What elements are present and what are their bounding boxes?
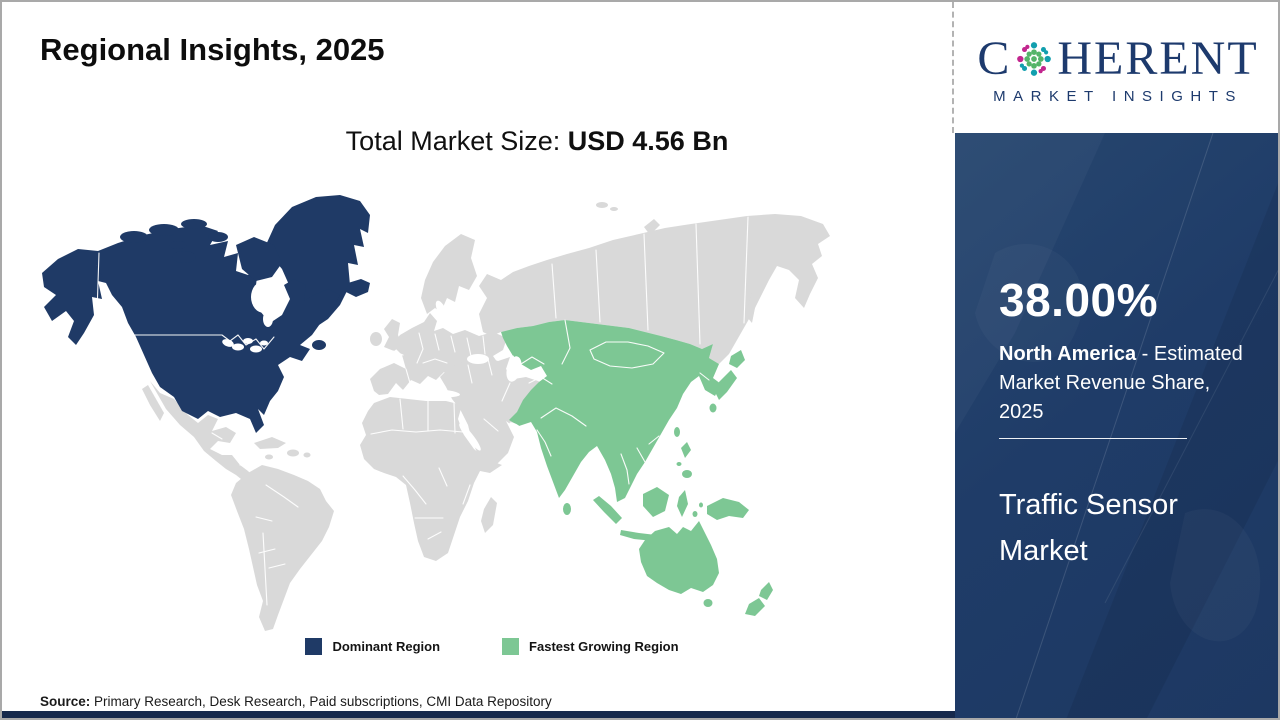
map-other-regions xyxy=(142,202,830,638)
legend-item-dominant: Dominant Region xyxy=(305,638,440,655)
stat-region-name: North America xyxy=(999,343,1137,365)
map-dominant-region xyxy=(42,195,370,433)
logo-subtitle: MARKET INSIGHTS xyxy=(993,87,1243,105)
logo-word-start: C xyxy=(977,31,1012,85)
logo-word-end: HERENT xyxy=(1057,31,1259,85)
source-label: Source: xyxy=(40,694,91,709)
page-title: Regional Insights, 2025 xyxy=(40,32,385,67)
source-note: Source: Primary Research, Desk Research,… xyxy=(40,694,552,709)
map-seas xyxy=(222,281,525,451)
coherent-logo: C HERENT xyxy=(977,31,1259,85)
source-text: Primary Research, Desk Research, Paid su… xyxy=(94,694,552,709)
stat-panel: 38.00% North America - Estimated Market … xyxy=(955,133,1278,718)
dashed-separator xyxy=(952,2,954,133)
fastest-growing-region-label: Fastest Growing Region xyxy=(529,639,679,654)
dominant-region-label: Dominant Region xyxy=(332,639,441,654)
stat-description-rest: - Estimated Market Revenue Share, 2025 xyxy=(999,343,1243,423)
legend-item-fastest-growing: Fastest Growing Region xyxy=(502,638,679,655)
world-map-svg xyxy=(42,195,830,638)
map-fastest-growing-region xyxy=(501,320,773,616)
dominant-region-swatch-icon xyxy=(305,638,323,655)
total-market-size-label: Total Market Size: xyxy=(345,126,561,156)
bottom-accent-bar xyxy=(2,711,1278,718)
right-column: C HERENT xyxy=(952,2,1278,718)
fastest-growing-region-swatch-icon xyxy=(502,638,520,655)
map-legend: Dominant Region Fastest Growing Region xyxy=(2,638,952,655)
total-market-size: Total Market Size: USD 4.56 Bn xyxy=(2,126,952,157)
total-market-size-value: USD 4.56 Bn xyxy=(567,126,729,156)
main-content: Regional Insights, 2025 Total Market Siz… xyxy=(2,2,952,718)
map-country-borders xyxy=(96,216,749,606)
coherent-globe-icon xyxy=(1017,41,1052,76)
panel-divider xyxy=(999,438,1187,439)
stat-value: 38.00% xyxy=(999,274,1159,326)
brand-area: C HERENT xyxy=(954,2,1278,133)
world-map xyxy=(32,187,942,638)
market-name: Traffic Sensor Market xyxy=(999,489,1178,567)
stat-description: North America - Estimated Market Revenue… xyxy=(999,340,1252,427)
stat-panel-content: 38.00% North America - Estimated Market … xyxy=(955,274,1278,574)
